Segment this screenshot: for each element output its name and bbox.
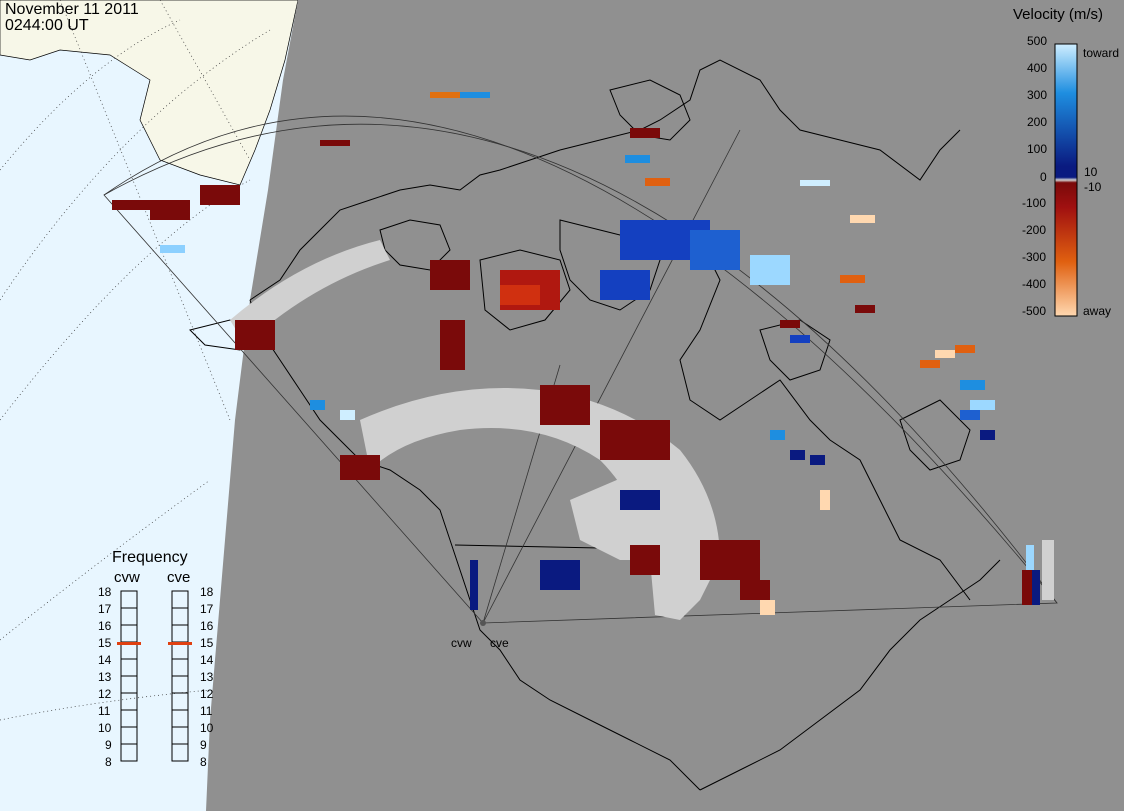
velocity-tick: -400 (1022, 277, 1047, 291)
radar-label-cvw: cvw (451, 636, 472, 650)
velocity-tick: 10 (1084, 165, 1098, 179)
velocity-tick: -100 (1022, 196, 1047, 210)
night-shading (206, 0, 1124, 811)
velocity-colorbar (1054, 43, 1078, 317)
velocity-cells (112, 92, 1054, 615)
toward-label: toward (1083, 46, 1120, 60)
frequency-tick: 18 (98, 585, 112, 599)
velocity-scale-title: Velocity (m/s) (1013, 6, 1104, 23)
frequency-tick: 14 (98, 653, 112, 667)
frequency-tick: 15 (200, 636, 214, 650)
frequency-tick: 13 (200, 670, 214, 684)
frequency-tick: 17 (98, 602, 112, 616)
frequency-tick: 13 (98, 670, 112, 684)
frequency-tick: 14 (200, 653, 214, 667)
frequency-tick: 10 (200, 721, 214, 735)
frequency-tick: 18 (200, 585, 214, 599)
velocity-tick: 500 (1027, 34, 1048, 48)
date-label: November 11 2011 (5, 1, 139, 18)
frequency-marker-cvw (117, 642, 141, 645)
velocity-tick: 300 (1027, 88, 1048, 102)
frequency-tick: 16 (98, 619, 112, 633)
velocity-tick: 0 (1040, 170, 1047, 184)
velocity-tick: 100 (1027, 142, 1048, 156)
frequency-tick: 12 (98, 687, 112, 701)
timestamp: November 11 2011 0244:00 UT (5, 2, 139, 34)
time-label: 0244:00 UT (5, 17, 89, 34)
frequency-tick: 10 (98, 721, 112, 735)
radar-label-cve: cve (490, 636, 509, 650)
frequency-tick: 8 (200, 755, 207, 769)
frequency-tick: 12 (200, 687, 214, 701)
velocity-tick: 200 (1027, 115, 1048, 129)
frequency-title: Frequency (112, 549, 188, 566)
radar-site-cvw (480, 620, 486, 626)
frequency-tick: 9 (200, 738, 207, 752)
frequency-radar-cvw: cvw (114, 569, 140, 586)
frequency-tick: 9 (105, 738, 112, 752)
frequency-radar-cve: cve (167, 569, 191, 586)
velocity-tick: -10 (1084, 180, 1102, 194)
frequency-tick: 15 (98, 636, 112, 650)
frequency-tick: 17 (200, 602, 214, 616)
frequency-tick: 11 (98, 704, 111, 718)
graticule (0, 0, 271, 721)
frequency-marker-cve (168, 642, 192, 645)
frequency-tick: 11 (200, 704, 213, 718)
frequency-tick: 16 (200, 619, 214, 633)
velocity-tick: -200 (1022, 223, 1047, 237)
velocity-tick: 400 (1027, 61, 1048, 75)
frequency-tick: 8 (105, 755, 112, 769)
daylight-land (0, 0, 299, 186)
velocity-tick: -300 (1022, 250, 1047, 264)
away-label: away (1083, 304, 1112, 318)
velocity-tick: -500 (1022, 304, 1047, 318)
